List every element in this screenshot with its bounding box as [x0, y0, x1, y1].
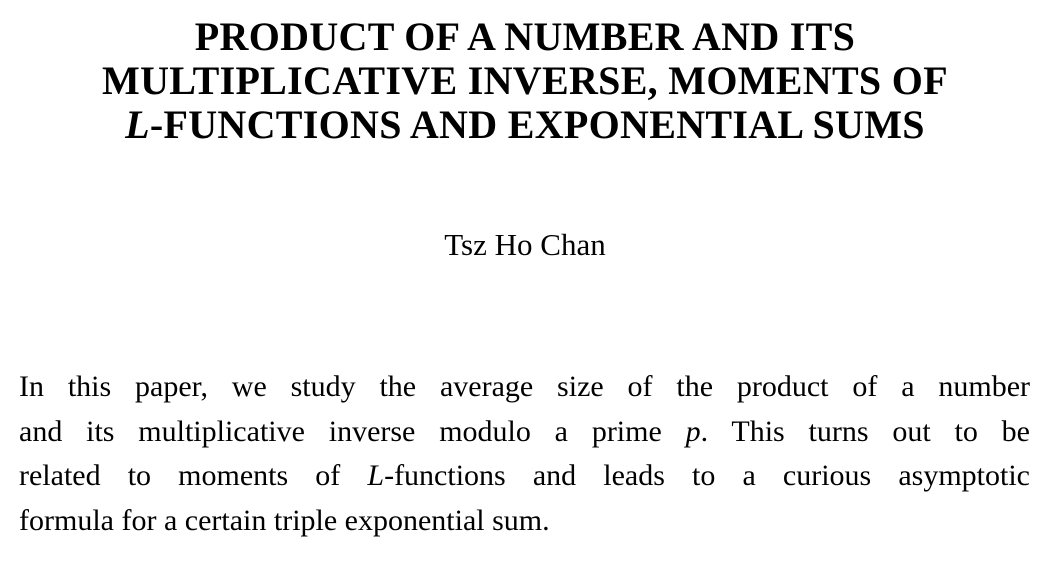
abstract-line-1: In this paper, we study the average size… [19, 370, 1030, 403]
author-name: Tsz Ho Chan [444, 227, 606, 262]
abstract-line-3: related to moments of L-functions and le… [19, 459, 1030, 492]
title-line-2: MULTIPLICATIVE INVERSE, MOMENTS OF [102, 58, 948, 103]
abstract-line-2: and its multiplicative inverse modulo a … [19, 414, 1030, 448]
abstract-line-4: formula for a certain triple exponential… [19, 503, 550, 537]
abstract: In this paper, we study the average size… [19, 365, 1030, 543]
title-line-1: PRODUCT OF A NUMBER AND ITS [194, 14, 856, 59]
paper-title: PRODUCT OF A NUMBER AND ITS MULTIPLICATI… [0, 15, 1050, 147]
title-line-3: L-FUNCTIONS AND EXPONENTIAL SUMS [125, 102, 925, 147]
